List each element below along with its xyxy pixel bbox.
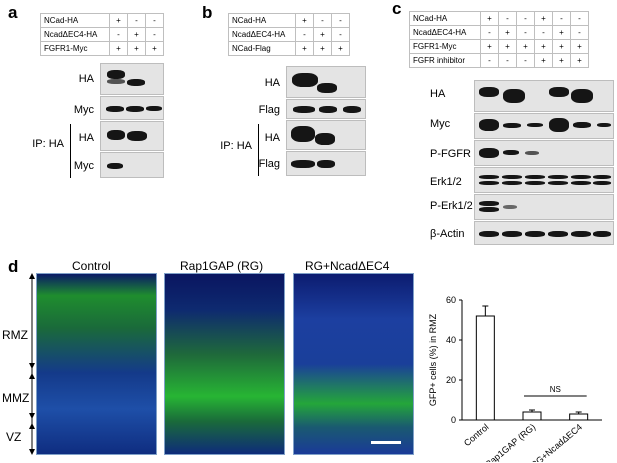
image-title-rap1gap: Rap1GAP (RG) — [180, 259, 264, 273]
zone-label-mmz: MMZ — [2, 391, 30, 405]
table-row: NCad-HA + - - — [40, 13, 164, 28]
blot-b-ip-flag — [286, 151, 366, 176]
panel-a-conditions-table: NCad-HA + - - NcadΔEC4-HA - + - FGFR1-Myc + + + — [40, 13, 164, 56]
table-row: NCad-Flag + + + — [228, 41, 350, 56]
zone-label-vz: VZ — [6, 430, 22, 444]
blot-c-myc — [474, 113, 614, 139]
blot-b-ha — [286, 66, 366, 98]
blot-a-myc — [100, 96, 164, 120]
blot-label-ip-myc: Myc — [73, 160, 94, 172]
table-row: FGFR1-Myc + + + + + + — [409, 39, 589, 54]
micrograph-rap1gap — [164, 273, 285, 455]
blot-c-p-fgfr — [474, 140, 614, 166]
ns-annotation: NS — [550, 385, 561, 394]
ip-label-a: IP: HA — [32, 138, 64, 150]
bar — [569, 413, 589, 421]
micrograph-rg-ncad — [293, 273, 414, 455]
table-row: NCad-HA + - - + - - — [409, 11, 589, 26]
zone-label-rmz: RMZ — [2, 328, 28, 342]
blot-label-myc: Myc — [430, 118, 451, 130]
blot-c-ha — [474, 80, 614, 112]
image-title-rg-ncad: RG+NcadΔEC4 — [305, 259, 390, 273]
blot-c-p-erk — [474, 194, 614, 220]
blot-label-ha: HA — [264, 77, 280, 89]
bar — [522, 411, 542, 421]
table-row: NCad-HA + - - — [228, 13, 350, 28]
panel-label-a: a — [8, 3, 18, 22]
blot-label-actin: β-Actin — [430, 228, 465, 240]
panel-b-conditions-table: NCad-HA + - - NcadΔEC4-HA - + - NCad-Flag + + + — [228, 13, 350, 56]
table-row: FGFR1-Myc + + + — [40, 41, 164, 56]
blot-label-flag: Flag — [258, 104, 280, 116]
blot-label-ha: HA — [430, 88, 446, 100]
blot-label-erk: Erk1/2 — [430, 176, 462, 188]
blot-b-ip-ha — [286, 120, 366, 150]
panel-c-conditions-table: NCad-HA + - - + - - NcadΔEC4-HA - + - - + - FGFR1-My… — [409, 11, 589, 68]
table-row: NcadΔEC4-HA - + - — [40, 27, 164, 42]
y-tick-label: 0 — [451, 415, 456, 425]
category-label: Control — [462, 422, 491, 448]
blot-label-ip-flag: Flag — [258, 158, 280, 170]
micrograph-control — [36, 273, 157, 455]
panel-label-b: b — [202, 3, 213, 22]
y-tick-label: 60 — [446, 295, 456, 305]
blot-label-ip-ha: HA — [264, 132, 280, 144]
category-label: RG+NcadΔEC4 — [529, 422, 584, 462]
bar-chart: 0 20 40 60 GFP+ cells (%) in RMZ ControlRap1G… — [428, 295, 602, 462]
ip-bracket-b — [258, 124, 259, 176]
blot-label-myc: Myc — [73, 104, 94, 116]
blot-a-ip-ha — [100, 121, 164, 151]
bar — [475, 315, 495, 421]
zone-brackets — [29, 273, 35, 455]
blot-label-ip-ha: HA — [78, 132, 94, 144]
panel-label-c: c — [392, 0, 402, 18]
category-label: Rap1GAP (RG) — [483, 422, 537, 462]
image-title-control: Control — [72, 259, 111, 273]
blot-a-ip-myc — [100, 152, 164, 178]
y-tick-label: 20 — [446, 375, 456, 385]
panel-label-d: d — [8, 257, 19, 276]
y-tick-label: 40 — [446, 335, 456, 345]
blot-label-p-erk: P-Erk1/2 — [430, 200, 473, 212]
ip-bracket-a — [70, 124, 71, 178]
blot-label-p-fgfr: P-FGFR — [430, 148, 471, 160]
table-row: FGFR inhibitor - - - + + + — [409, 53, 589, 68]
blot-a-ha — [100, 63, 164, 95]
table-row: NcadΔEC4-HA - + - — [228, 27, 350, 42]
blot-c-actin — [474, 221, 614, 245]
blot-label-ha: HA — [78, 73, 94, 85]
table-row: NcadΔEC4-HA - + - - + - — [409, 25, 589, 40]
y-axis-label: GFP+ cells (%) in RMZ — [428, 313, 438, 406]
scale-bar — [371, 441, 401, 444]
blot-b-flag — [286, 99, 366, 119]
blot-c-erk — [474, 167, 614, 193]
ip-label-b: IP: HA — [220, 140, 252, 152]
